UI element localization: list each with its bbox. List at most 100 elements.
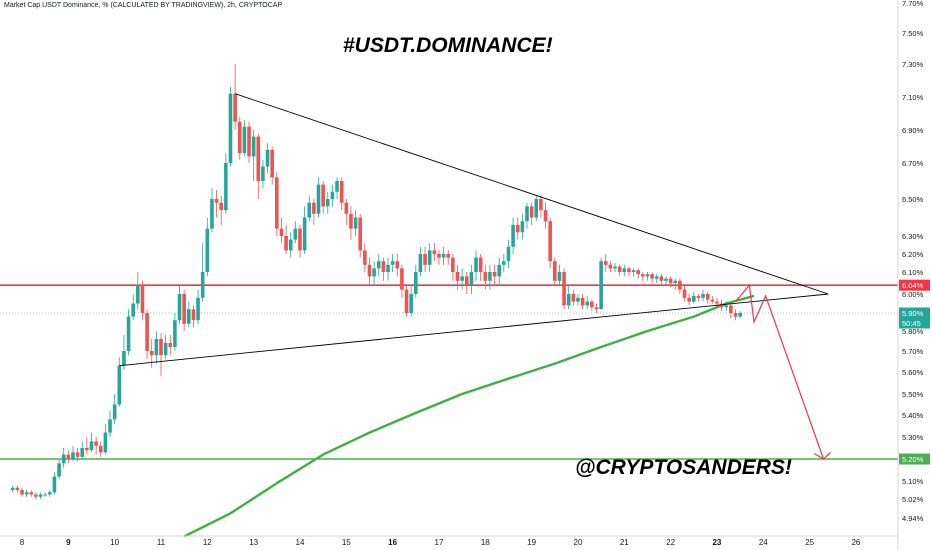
candle-body (552, 261, 557, 281)
candle-body (284, 236, 288, 251)
candle-body (219, 202, 224, 211)
candle-down (659, 274, 664, 286)
candle-up (724, 301, 729, 312)
candle-body (529, 206, 534, 218)
candle-body (103, 432, 108, 453)
time-tick-label: 23 (712, 538, 721, 547)
candle-up (210, 188, 214, 233)
candle-up (691, 291, 696, 304)
candle-body (603, 261, 608, 265)
candle-body (650, 274, 654, 279)
candle-body (168, 343, 173, 347)
candle-body (701, 294, 705, 298)
candle-body (427, 250, 432, 265)
candle-down (715, 297, 719, 308)
price-tick-label: 5.70% (902, 347, 924, 356)
candle-down (687, 294, 691, 306)
candle-body (251, 136, 256, 157)
candle-body (108, 419, 112, 433)
candle-body (441, 254, 446, 258)
candle-up (414, 264, 418, 298)
candle-body (186, 309, 191, 324)
price-tick-label: 5.60% (902, 368, 924, 377)
candle-body (149, 351, 154, 356)
moving-average-line (183, 294, 755, 538)
price-tick-label: 7.70% (902, 0, 924, 8)
candle-up (599, 257, 603, 310)
candle-down (140, 280, 145, 321)
candle-body (200, 272, 205, 298)
candle-body (293, 228, 298, 240)
time-tick-label: 24 (759, 538, 768, 547)
candle-up (316, 177, 321, 218)
candle-down (247, 121, 251, 163)
price-tick-label: 5.10% (902, 477, 924, 486)
candle-body (159, 339, 163, 356)
trendlines-layer (119, 93, 829, 367)
candle-body (687, 297, 691, 302)
candle-down (710, 295, 715, 304)
candle-up (497, 257, 501, 286)
candle-body (15, 487, 20, 490)
candle-up (112, 394, 117, 424)
candle-down (608, 261, 613, 272)
candle-body (414, 272, 418, 294)
candle-up (613, 263, 617, 272)
time-tick-label: 22 (666, 538, 675, 547)
candle-down (66, 450, 71, 464)
candle-body (335, 181, 339, 192)
candle-body (214, 199, 219, 203)
candle-down (432, 243, 437, 262)
candle-body (61, 454, 66, 464)
candle-down (590, 299, 594, 312)
candle-body (182, 294, 186, 324)
candle-body (418, 254, 423, 272)
price-tick-label: 6.00% (902, 290, 924, 299)
candle-down (548, 217, 552, 269)
candle-body (43, 494, 47, 496)
price-tick-label: 5.80% (902, 327, 924, 336)
candle-body (719, 303, 724, 308)
candle-down (705, 291, 710, 304)
candle-up (520, 213, 525, 240)
candle-up (52, 472, 57, 495)
candle-up (38, 492, 43, 499)
candle-body (38, 494, 43, 497)
time-tick-label: 21 (620, 538, 629, 547)
candle-body (71, 452, 75, 459)
candle-body (590, 301, 594, 308)
time-tick-label: 18 (481, 538, 490, 547)
candle-body (654, 276, 659, 279)
candle-body (673, 280, 678, 283)
candle-down (381, 257, 386, 281)
candle-down (94, 437, 98, 455)
candle-body (339, 181, 344, 203)
candle-body (576, 297, 580, 302)
candle-down (719, 299, 724, 312)
candle-down (594, 303, 599, 313)
candle-down (191, 305, 196, 328)
projection-path (735, 283, 825, 460)
candle-up (390, 254, 395, 272)
candle-down (617, 264, 622, 277)
candle-down (529, 202, 534, 225)
candle-up (47, 490, 52, 497)
candle-body (228, 93, 233, 163)
candle-up (511, 217, 515, 254)
candle-down (275, 172, 279, 236)
candle-body (502, 261, 506, 265)
candle-body (627, 268, 631, 272)
candle-down (515, 217, 520, 240)
candle-up (186, 301, 191, 328)
candle-up (506, 239, 511, 269)
candle-down (15, 485, 20, 493)
candle-body (196, 297, 200, 321)
candle-up (131, 294, 135, 321)
candle-body (191, 309, 196, 321)
candle-body (400, 268, 404, 290)
candle-body (733, 313, 738, 317)
candle-body (585, 301, 590, 306)
candle-down (627, 266, 631, 277)
price-tick-label: 6.20% (902, 250, 924, 259)
